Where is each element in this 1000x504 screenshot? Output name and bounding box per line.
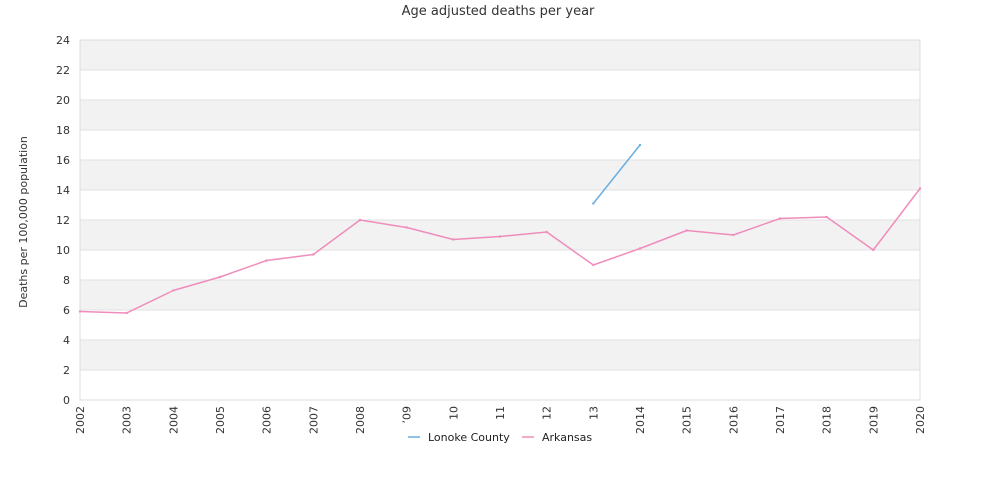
x-tick-label: 2006 (261, 406, 274, 434)
data-point (638, 247, 642, 250)
x-tick-label: 11 (494, 406, 507, 420)
x-tick-label: 2003 (121, 406, 134, 434)
data-point (545, 230, 548, 234)
data-point (498, 235, 502, 238)
x-tick-label: 10 (447, 406, 460, 420)
data-point (778, 217, 782, 220)
plot-frame (79, 39, 921, 401)
plot-band (80, 130, 920, 160)
x-tick-label: 13 (587, 406, 600, 420)
y-axis-label: Deaths per 100,000 population (17, 136, 30, 308)
data-point (78, 310, 82, 313)
plot-band (80, 250, 920, 280)
y-tick-label: 20 (56, 94, 70, 107)
plot-band (80, 70, 920, 100)
plot-band (80, 310, 920, 340)
series-line-0 (592, 144, 641, 204)
data-point (685, 229, 688, 232)
y-tick-label: 6 (63, 304, 70, 317)
legend-label[interactable]: Lonoke County (428, 431, 510, 444)
x-tick-label: 2017 (774, 406, 787, 434)
data-point (265, 259, 268, 262)
plot-bands (80, 40, 920, 400)
x-tick-label: 12 (541, 406, 554, 420)
x-tick-label: 2008 (354, 406, 367, 434)
x-tick-label: 2005 (214, 406, 227, 434)
plot-band (80, 340, 920, 370)
y-tick-label: 12 (56, 214, 70, 227)
y-tick-label: 22 (56, 64, 70, 77)
x-tick-label: 2002 (74, 406, 87, 434)
y-tick-label: 0 (63, 394, 70, 407)
x-tick-label: 2020 (914, 406, 927, 434)
y-tick-label: 24 (56, 34, 70, 47)
data-point (452, 238, 455, 241)
data-point (872, 248, 875, 252)
x-axis-ticks: 2002 2003 2004 2005 2006 2007 2008 ’09 10 11 12 13 2… (74, 406, 927, 434)
x-tick-label: 2015 (681, 406, 694, 434)
data-point (218, 275, 222, 279)
legend[interactable]: Lonoke County Arkansas (408, 431, 592, 444)
data-point (592, 202, 595, 205)
plot-band (80, 40, 920, 70)
x-tick-label: 2014 (634, 406, 647, 434)
data-point (312, 253, 315, 256)
x-tick-label: 2007 (307, 406, 320, 434)
y-tick-label: 10 (56, 244, 70, 257)
x-tick-label: 2018 (821, 406, 834, 434)
plot-band (80, 100, 920, 130)
data-point (358, 218, 362, 222)
x-tick-label: 2004 (167, 406, 180, 434)
y-tick-label: 4 (63, 334, 70, 347)
data-point (405, 226, 408, 229)
plot-band (80, 160, 920, 190)
series-lines (78, 143, 922, 315)
data-point (638, 143, 642, 147)
y-tick-label: 16 (56, 154, 70, 167)
y-tick-label: 2 (63, 364, 70, 377)
data-point (918, 187, 922, 190)
legend-label[interactable]: Arkansas (542, 431, 592, 444)
data-point (732, 233, 735, 237)
plot-band (80, 280, 920, 310)
data-point (592, 263, 595, 267)
plot-band (80, 370, 920, 400)
y-tick-label: 18 (56, 124, 70, 137)
plot-band (80, 190, 920, 220)
data-point (825, 215, 828, 219)
y-tick-label: 14 (56, 184, 70, 197)
chart-title: Age adjusted deaths per year (402, 4, 595, 19)
data-point (125, 311, 128, 315)
plot-band (80, 220, 920, 250)
x-tick-label: 2019 (867, 406, 880, 434)
x-tick-label: 2016 (727, 406, 740, 434)
y-tick-label: 8 (63, 274, 70, 287)
x-tick-label: ’09 (401, 406, 414, 424)
data-point (172, 289, 175, 292)
